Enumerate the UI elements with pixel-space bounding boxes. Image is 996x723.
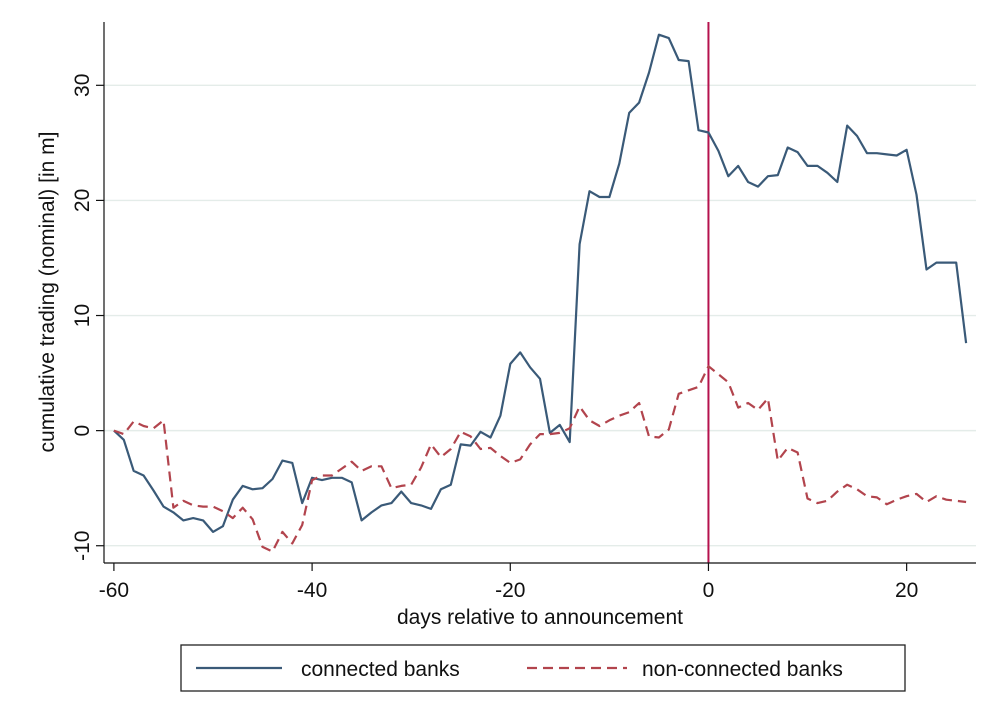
y-axis-title: cumulative trading (nominal) [in m] [36,132,59,453]
legend: connected banks non-connected banks [180,644,906,692]
x-ticks: -60 -40 -20 0 20 [99,563,918,602]
x-tick-label: -60 [99,579,129,602]
y-tick-label: 30 [71,74,94,97]
series-group [113,33,968,553]
series-line-non-connected [113,365,967,553]
x-tick-label: 0 [703,579,715,602]
x-axis-title: days relative to announcement [397,606,683,629]
y-tick-label: 10 [71,304,94,327]
y-tick-label: -10 [71,531,94,561]
series-line-connected [113,33,968,534]
y-ticks: -10 0 10 20 30 [71,74,104,561]
legend-label-non-connected: non-connected banks [642,658,843,681]
legend-label-connected: connected banks [301,658,460,681]
x-tick-label: 20 [895,579,918,602]
y-tick-label: 0 [71,425,94,437]
x-tick-label: -40 [297,579,327,602]
axes [103,22,976,564]
grid-lines [104,84,976,547]
x-tick-label: -20 [495,579,525,602]
plot-area [104,22,976,563]
y-tick-label: 20 [71,189,94,212]
